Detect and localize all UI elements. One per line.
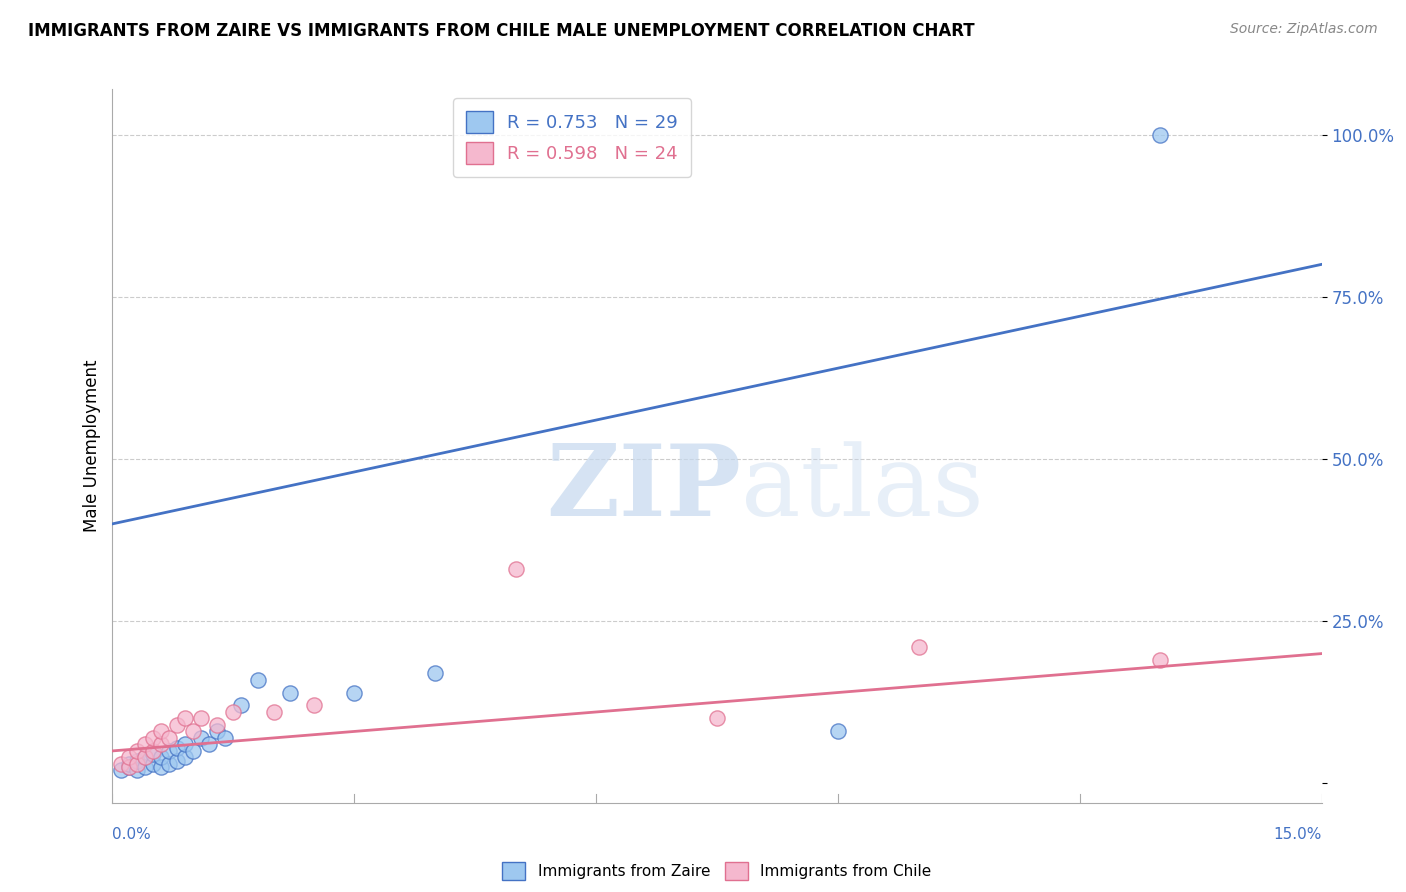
Point (706, 711, 728, 725)
Point (505, 562, 527, 576)
Text: ZIP: ZIP (547, 441, 741, 537)
Point (142, 756, 165, 771)
Point (181, 744, 204, 758)
Text: IMMIGRANTS FROM ZAIRE VS IMMIGRANTS FROM CHILE MALE UNEMPLOYMENT CORRELATION CHA: IMMIGRANTS FROM ZAIRE VS IMMIGRANTS FROM… (28, 22, 974, 40)
Point (110, 756, 132, 771)
Point (157, 731, 180, 745)
Text: 0.0%: 0.0% (112, 827, 152, 841)
Point (149, 724, 172, 739)
Point (117, 750, 139, 764)
Point (134, 738, 156, 752)
Point (125, 754, 148, 768)
Point (181, 724, 204, 739)
Point (166, 740, 188, 755)
Point (207, 718, 229, 732)
Text: 15.0%: 15.0% (1274, 827, 1322, 841)
Point (263, 705, 285, 719)
Point (174, 750, 197, 764)
Point (166, 718, 188, 732)
Text: Source: ZipAtlas.com: Source: ZipAtlas.com (1230, 22, 1378, 37)
Point (157, 756, 180, 771)
Point (110, 764, 132, 778)
Point (174, 711, 197, 725)
Point (190, 731, 212, 745)
Point (142, 731, 165, 745)
Point (166, 754, 188, 768)
Point (231, 698, 253, 713)
Point (278, 685, 301, 699)
Point (207, 724, 229, 739)
Point (117, 760, 139, 774)
Point (142, 747, 165, 761)
Point (343, 685, 366, 699)
Point (125, 744, 148, 758)
Y-axis label: Male Unemployment: Male Unemployment (83, 359, 101, 533)
Point (423, 666, 446, 681)
Point (198, 738, 221, 752)
Point (125, 756, 148, 771)
Point (827, 724, 849, 739)
Point (246, 673, 269, 687)
Text: atlas: atlas (741, 441, 984, 537)
Point (149, 738, 172, 752)
Point (1149, 128, 1171, 142)
Point (190, 711, 212, 725)
Point (142, 744, 165, 758)
Point (149, 750, 172, 764)
Point (174, 738, 197, 752)
Point (214, 731, 236, 745)
Point (907, 640, 929, 654)
Point (117, 760, 139, 774)
Point (125, 764, 148, 778)
Point (222, 705, 245, 719)
Point (302, 698, 325, 713)
Legend: Immigrants from Zaire, Immigrants from Chile: Immigrants from Zaire, Immigrants from C… (495, 854, 939, 888)
Point (149, 760, 172, 774)
Point (1149, 653, 1171, 667)
Point (134, 760, 156, 774)
Point (134, 750, 156, 764)
Point (157, 744, 180, 758)
Point (117, 756, 139, 771)
Point (134, 750, 156, 764)
